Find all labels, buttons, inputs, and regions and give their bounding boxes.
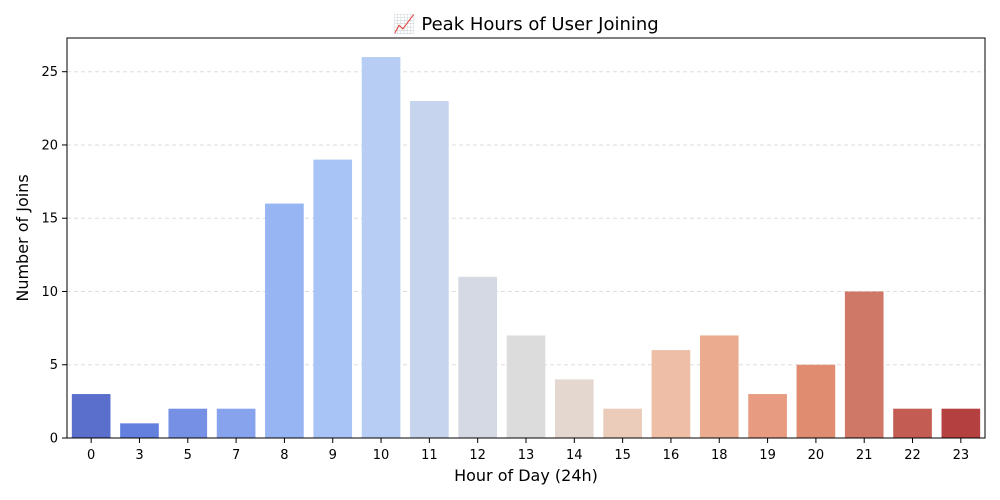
y-tick-label: 10 — [41, 285, 58, 300]
bar-hour-12 — [458, 276, 498, 438]
bar-hour-7 — [216, 408, 256, 438]
bar-hour-21 — [844, 291, 884, 438]
x-tick-label: 19 — [759, 448, 776, 463]
y-tick-label: 20 — [41, 138, 58, 153]
x-tick-label: 7 — [232, 448, 240, 463]
y-tick-label: 0 — [50, 432, 58, 447]
x-tick-label: 12 — [469, 448, 486, 463]
x-tick-label: 11 — [421, 448, 438, 463]
bar-hour-5 — [168, 408, 208, 438]
bar-hour-15 — [603, 408, 642, 438]
bar-hour-14 — [554, 379, 594, 438]
x-tick-label: 14 — [566, 448, 583, 463]
bar-hour-11 — [410, 101, 449, 438]
bar-hour-10 — [361, 57, 401, 439]
x-axis-ticks: 0 3 5 7 8 9 10 11 12 13 14 15 16 18 19 20 21 22 23 — [87, 438, 969, 463]
bar-hour-20 — [796, 364, 836, 438]
x-tick-label: 0 — [87, 448, 95, 463]
chart-title: 📈 Peak Hours of User Joining — [393, 13, 658, 35]
bar-hour-13 — [506, 335, 546, 438]
bars — [71, 57, 981, 439]
x-tick-label: 10 — [373, 448, 390, 463]
bar-hour-18 — [699, 335, 739, 438]
bar-hour-0 — [71, 394, 111, 438]
bar-hour-19 — [748, 394, 787, 438]
y-tick-label: 5 — [50, 358, 58, 373]
x-tick-label: 3 — [135, 448, 143, 463]
x-tick-label: 8 — [280, 448, 288, 463]
y-tick-label: 25 — [41, 65, 58, 80]
bar-hour-8 — [265, 203, 304, 438]
x-tick-label: 9 — [329, 448, 337, 463]
y-axis-label: Number of Joins — [13, 174, 32, 301]
x-tick-label: 22 — [904, 448, 921, 463]
x-tick-label: 16 — [663, 448, 680, 463]
y-axis-ticks: 0 5 10 15 20 25 — [41, 65, 67, 447]
x-tick-label: 5 — [184, 448, 192, 463]
x-tick-label: 15 — [614, 448, 631, 463]
x-tick-label: 23 — [953, 448, 970, 463]
x-tick-label: 20 — [808, 448, 825, 463]
bar-hour-22 — [893, 408, 932, 438]
x-tick-label: 18 — [711, 448, 728, 463]
bar-hour-9 — [313, 159, 353, 438]
bar-hour-3 — [120, 423, 159, 438]
bar-hour-16 — [651, 350, 691, 438]
x-tick-label: 21 — [856, 448, 873, 463]
x-axis-label: Hour of Day (24h) — [454, 466, 598, 485]
bar-hour-23 — [941, 408, 981, 438]
y-tick-label: 15 — [41, 212, 58, 227]
x-tick-label: 13 — [518, 448, 535, 463]
